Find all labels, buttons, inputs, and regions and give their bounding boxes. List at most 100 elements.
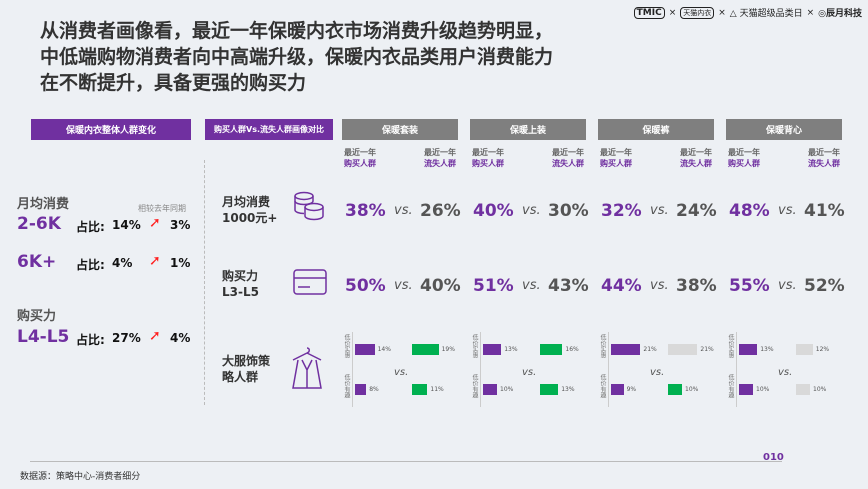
metric-value: 2-6K: [17, 214, 61, 234]
lost-pct: 26%: [420, 201, 461, 221]
vs-label: vs.: [650, 203, 669, 218]
subheader-group: 购买人群: [344, 159, 376, 168]
vs-label: vs.: [522, 367, 537, 378]
vs-label: vs.: [778, 367, 793, 378]
page-number: 010: [763, 452, 784, 463]
buy-pct: 32%: [601, 201, 642, 221]
change-value: 4%: [170, 331, 191, 345]
column-subheader: 最近一年 购买人群: [344, 147, 376, 169]
column-divider: [480, 332, 481, 407]
row-label: 月均消费 1000元+: [222, 194, 277, 226]
lost-bar: [796, 344, 813, 355]
tmall-category-day-logo: △ 天猫超级品类日: [729, 9, 803, 19]
buy-pct: 55%: [729, 276, 770, 296]
subheader-group: 购买人群: [728, 159, 760, 168]
up-arrow-icon: ➚: [149, 253, 161, 269]
vs-label: vs.: [778, 278, 797, 293]
buy-bar-value: 13%: [760, 346, 774, 353]
buy-bar-value: 10%: [500, 386, 514, 393]
page-title: 从消费者画像看，最近一年保暖内衣市场消费升级趋势明显， 中低端购物消费者向中高端…: [40, 18, 660, 96]
subheader-period: 最近一年: [600, 148, 632, 157]
column-divider: [736, 332, 737, 407]
subheader-group: 购买人群: [600, 159, 632, 168]
compare-note: 相较去年同期: [138, 204, 186, 213]
column-divider: [608, 332, 609, 407]
lost-bar-value: 12%: [815, 346, 830, 353]
separator: ×: [668, 7, 677, 18]
buy-pct: 44%: [601, 276, 642, 296]
buy-bar: [739, 344, 758, 355]
footer-line: [30, 461, 782, 462]
subheader-period: 最近一年: [808, 148, 840, 157]
buy-bar-value: 8%: [369, 386, 379, 393]
buy-bar: [483, 344, 502, 355]
lost-bar: [796, 384, 810, 395]
lost-bar-value: 21%: [700, 346, 714, 353]
buy-bar-value: 13%: [504, 346, 518, 353]
ratio-label: 占比:: [76, 258, 105, 272]
lost-bar: [412, 344, 439, 355]
lost-bar-value: 13%: [561, 386, 575, 393]
category-header: 保暖背心: [726, 119, 842, 140]
buy-bar: [355, 384, 367, 395]
column-subheader: 最近一年 流失人群: [680, 147, 712, 169]
tmic-logo: TMIC: [633, 6, 665, 19]
category-header: 保暖裤: [598, 119, 714, 140]
bar-row-label: 低价有趣: [343, 374, 350, 398]
lost-pct: 52%: [804, 276, 845, 296]
vs-label: vs.: [522, 203, 541, 218]
subheader-period: 最近一年: [680, 148, 712, 157]
category-header: 保暖套装: [342, 119, 458, 140]
vs-label: vs.: [522, 278, 541, 293]
buy-bar-value: 10%: [756, 386, 770, 393]
left-header: 保暖内衣整体人群变化: [31, 119, 191, 140]
chenyue-logo: ◎辰月科技: [818, 9, 862, 19]
buy-bar-value: 14%: [377, 346, 391, 353]
bar-row-label: 低价实惠: [471, 334, 478, 358]
subheader-period: 最近一年: [552, 148, 584, 157]
lost-bar: [668, 344, 698, 355]
divider: [204, 160, 205, 405]
column-subheader: 最近一年 流失人群: [424, 147, 456, 169]
row-label: 购买力 L3-L5: [222, 268, 259, 300]
data-source: 数据源：策略中心-消费者细分: [20, 472, 141, 482]
row-label-line2: 略人群: [222, 370, 259, 384]
subheader-group: 购买人群: [472, 159, 504, 168]
buy-bar: [483, 384, 497, 395]
subheader-period: 最近一年: [728, 148, 760, 157]
buy-pct: 40%: [473, 201, 514, 221]
bar-row-label: 低价实惠: [343, 334, 350, 358]
ratio-value: 27%: [112, 331, 141, 345]
bar-row-label: 低价实惠: [727, 334, 734, 358]
column-subheader: 最近一年 购买人群: [472, 147, 504, 169]
lost-pct: 30%: [548, 201, 589, 221]
vs-label: vs.: [650, 367, 665, 378]
subheader-period: 最近一年: [472, 148, 504, 157]
lost-pct: 38%: [676, 276, 717, 296]
lost-bar: [668, 384, 682, 395]
bar-row-label: 低价有趣: [727, 374, 734, 398]
lost-bar: [412, 384, 428, 395]
lost-bar-value: 10%: [685, 386, 699, 393]
vs-label: vs.: [394, 203, 413, 218]
category-header: 保暖上装: [470, 119, 586, 140]
change-value: 3%: [170, 218, 191, 232]
row-label-line1: 购买力: [222, 269, 259, 283]
column-subheader: 最近一年 购买人群: [728, 147, 760, 169]
metric-value: L4-L5: [17, 327, 70, 347]
ratio-label: 占比:: [76, 333, 105, 347]
ratio-label: 占比:: [76, 220, 105, 234]
lost-bar-value: 10%: [813, 386, 827, 393]
title-line: 中低端购物消费者向中高端升级，保暖内衣品类用户消费能力: [40, 46, 554, 68]
ratio-value: 14%: [112, 218, 141, 232]
coins-icon: [292, 190, 328, 226]
lost-pct: 43%: [548, 276, 589, 296]
separator: ×: [718, 7, 726, 18]
row-label-line2: L3-L5: [222, 285, 259, 299]
vs-label: vs.: [394, 278, 413, 293]
buy-bar: [355, 344, 375, 355]
buy-pct: 48%: [729, 201, 770, 221]
lost-pct: 24%: [676, 201, 717, 221]
change-value: 1%: [170, 256, 191, 270]
row-label-line1: 月均消费: [222, 195, 271, 209]
